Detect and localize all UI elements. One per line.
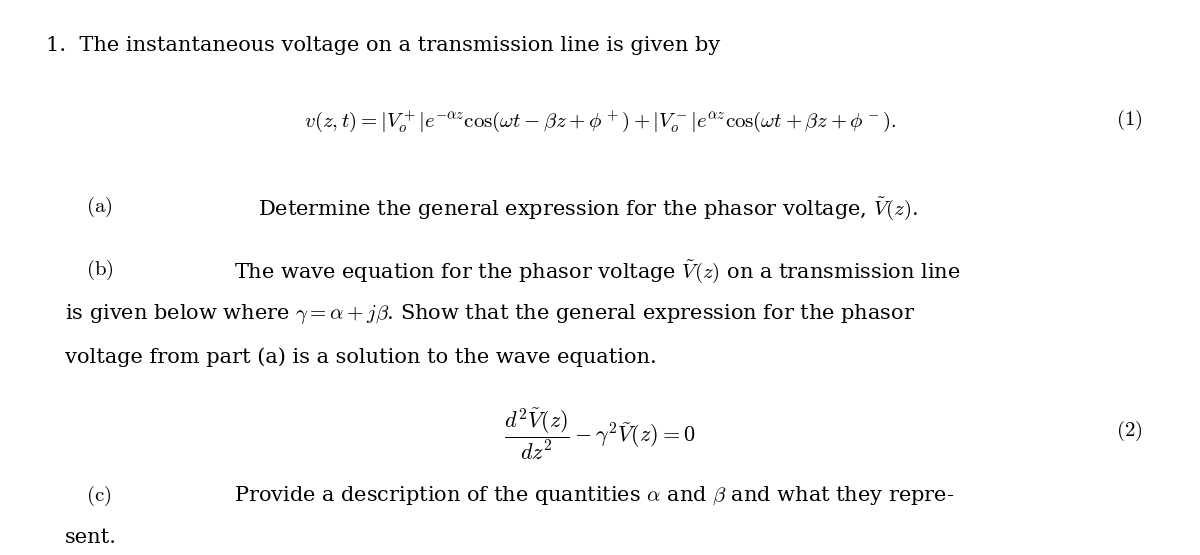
Text: Provide a description of the quantities $\alpha$ and $\beta$ and what they repre: Provide a description of the quantities … xyxy=(234,484,954,507)
Text: $(\mathrm{b})$: $(\mathrm{b})$ xyxy=(86,258,114,282)
Text: 1.  The instantaneous voltage on a transmission line is given by: 1. The instantaneous voltage on a transm… xyxy=(46,36,720,55)
Text: The wave equation for the phasor voltage $\tilde{V}(z)$ on a transmission line: The wave equation for the phasor voltage… xyxy=(234,258,960,285)
Text: $v(z,t) = |V_o^+|e^{-\alpha z}\cos(\omega t - \beta z + \phi^+) + |V_o^-|e^{\alp: $v(z,t) = |V_o^+|e^{-\alpha z}\cos(\omeg… xyxy=(304,108,896,134)
Text: $(\mathrm{c})$: $(\mathrm{c})$ xyxy=(86,484,112,508)
Text: $(1)$: $(1)$ xyxy=(1116,108,1142,132)
Text: $(2)$: $(2)$ xyxy=(1116,419,1142,443)
Text: Determine the general expression for the phasor voltage, $\tilde{V}(z)$.: Determine the general expression for the… xyxy=(258,195,918,222)
Text: is given below where $\gamma = \alpha + j\beta$. Show that the general expressio: is given below where $\gamma = \alpha + … xyxy=(65,302,914,326)
Text: sent.: sent. xyxy=(65,528,116,547)
Text: $\dfrac{d^2\tilde{V}(z)}{dz^2} - \gamma^2\tilde{V}(z) = 0$: $\dfrac{d^2\tilde{V}(z)}{dz^2} - \gamma^… xyxy=(504,406,696,462)
Text: voltage from part (a) is a solution to the wave equation.: voltage from part (a) is a solution to t… xyxy=(65,347,656,366)
Text: $(\mathrm{a})$: $(\mathrm{a})$ xyxy=(86,195,113,219)
